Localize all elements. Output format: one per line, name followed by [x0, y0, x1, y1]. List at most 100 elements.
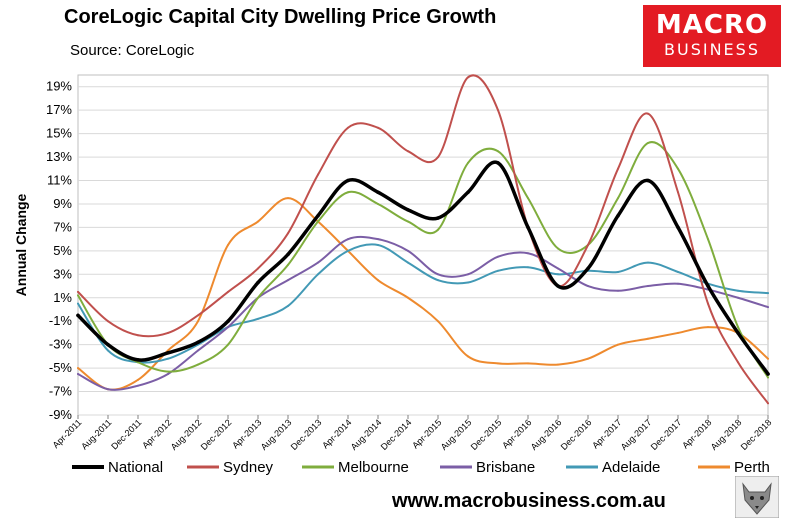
data-point-sydney	[677, 191, 679, 194]
data-point-perth	[407, 296, 409, 299]
x-tick-label: Dec-2017	[649, 417, 684, 452]
data-point-national	[376, 190, 380, 194]
data-point-perth	[467, 355, 469, 358]
data-point-national	[706, 284, 710, 288]
data-point-brisbane	[347, 238, 349, 241]
data-point-perth	[377, 279, 379, 282]
y-tick-label: -9%	[49, 407, 73, 422]
data-point-national	[136, 358, 140, 362]
data-point-melbourne	[257, 296, 259, 299]
data-point-adelaide	[737, 289, 739, 292]
data-point-perth	[77, 367, 79, 370]
data-point-adelaide	[317, 273, 319, 276]
data-point-melbourne	[167, 370, 169, 373]
y-tick-label: 17%	[46, 102, 72, 117]
data-point-adelaide	[257, 317, 259, 320]
x-tick-label: Dec-2011	[109, 417, 143, 451]
data-point-brisbane	[77, 372, 79, 375]
data-point-sydney	[647, 112, 649, 115]
y-tick-label: -3%	[49, 337, 73, 352]
data-point-melbourne	[497, 150, 499, 153]
data-point-melbourne	[557, 247, 559, 250]
data-point-national	[76, 313, 80, 318]
data-point-brisbane	[377, 238, 379, 241]
data-point-national	[256, 280, 260, 285]
data-point-perth	[437, 320, 439, 323]
data-point-sydney	[167, 331, 169, 334]
data-point-sydney	[767, 402, 769, 405]
legend-label-perth: Perth	[734, 459, 770, 476]
data-point-brisbane	[557, 267, 559, 270]
data-point-sydney	[707, 302, 709, 305]
data-point-sydney	[197, 314, 199, 317]
x-tick-label: Aug-2011	[79, 417, 113, 451]
data-point-national	[466, 190, 470, 194]
data-point-brisbane	[317, 261, 319, 264]
y-tick-label: 13%	[46, 149, 72, 164]
data-point-adelaide	[677, 270, 679, 273]
data-point-melbourne	[407, 220, 409, 223]
data-point-national	[406, 208, 410, 212]
data-point-perth	[197, 320, 199, 323]
x-tick-label: Dec-2016	[559, 417, 594, 452]
data-point-national	[676, 225, 680, 230]
plot-area	[77, 74, 769, 416]
data-point-sydney	[467, 76, 469, 79]
y-axis-title: Annual Change	[13, 193, 29, 296]
y-tick-label: 19%	[46, 79, 72, 94]
data-point-sydney	[437, 156, 439, 159]
data-point-national	[166, 351, 170, 355]
data-point-adelaide	[287, 304, 289, 307]
data-point-perth	[647, 337, 649, 340]
data-point-sydney	[377, 126, 379, 129]
data-point-brisbane	[167, 372, 169, 375]
legend-label-national: National	[108, 459, 163, 476]
logo-line-1: MACRO	[655, 10, 769, 40]
data-point-brisbane	[437, 273, 439, 276]
data-point-melbourne	[197, 363, 199, 366]
data-point-sydney	[287, 232, 289, 235]
series-line-perth	[77, 197, 769, 391]
data-point-adelaide	[107, 349, 109, 352]
data-point-national	[196, 340, 200, 345]
data-point-national	[556, 284, 560, 288]
data-point-melbourne	[77, 294, 79, 297]
data-point-perth	[137, 378, 139, 381]
data-point-adelaide	[497, 269, 499, 272]
legend-label-brisbane: Brisbane	[476, 459, 535, 476]
data-point-melbourne	[677, 167, 679, 170]
series-line-adelaide	[77, 243, 769, 364]
data-point-perth	[557, 363, 559, 366]
data-point-brisbane	[497, 255, 499, 258]
x-tick-label: Aug-2018	[709, 417, 744, 452]
data-point-melbourne	[647, 142, 649, 144]
data-point-perth	[497, 362, 499, 365]
y-tick-label: 11%	[47, 173, 72, 188]
legend-label-sydney: Sydney	[223, 459, 274, 476]
data-point-melbourne	[467, 161, 469, 164]
y-tick-label: 7%	[53, 219, 72, 234]
data-point-brisbane	[587, 285, 589, 288]
data-point-adelaide	[437, 279, 439, 282]
x-tick-label: Aug-2017	[619, 417, 654, 452]
data-point-national	[316, 213, 320, 218]
legend-label-melbourne: Melbourne	[338, 459, 409, 476]
y-tick-label: -5%	[49, 360, 73, 375]
website-url[interactable]: www.macrobusiness.com.au	[392, 490, 666, 512]
x-tick-label: Aug-2015	[439, 417, 474, 452]
data-point-adelaide	[647, 261, 649, 264]
x-tick-label: Dec-2014	[379, 417, 414, 452]
data-point-sydney	[77, 290, 79, 293]
data-point-brisbane	[647, 285, 649, 288]
data-point-melbourne	[617, 197, 619, 200]
macrobusiness-logo[interactable]: MACRO BUSINESS	[643, 5, 781, 67]
y-tick-label: -7%	[49, 384, 73, 399]
data-point-brisbane	[767, 306, 769, 309]
data-point-perth	[257, 220, 259, 223]
data-point-melbourne	[137, 361, 139, 364]
data-point-adelaide	[527, 266, 529, 269]
data-point-sydney	[617, 167, 619, 170]
data-point-national	[736, 331, 740, 335]
data-point-melbourne	[377, 202, 379, 205]
